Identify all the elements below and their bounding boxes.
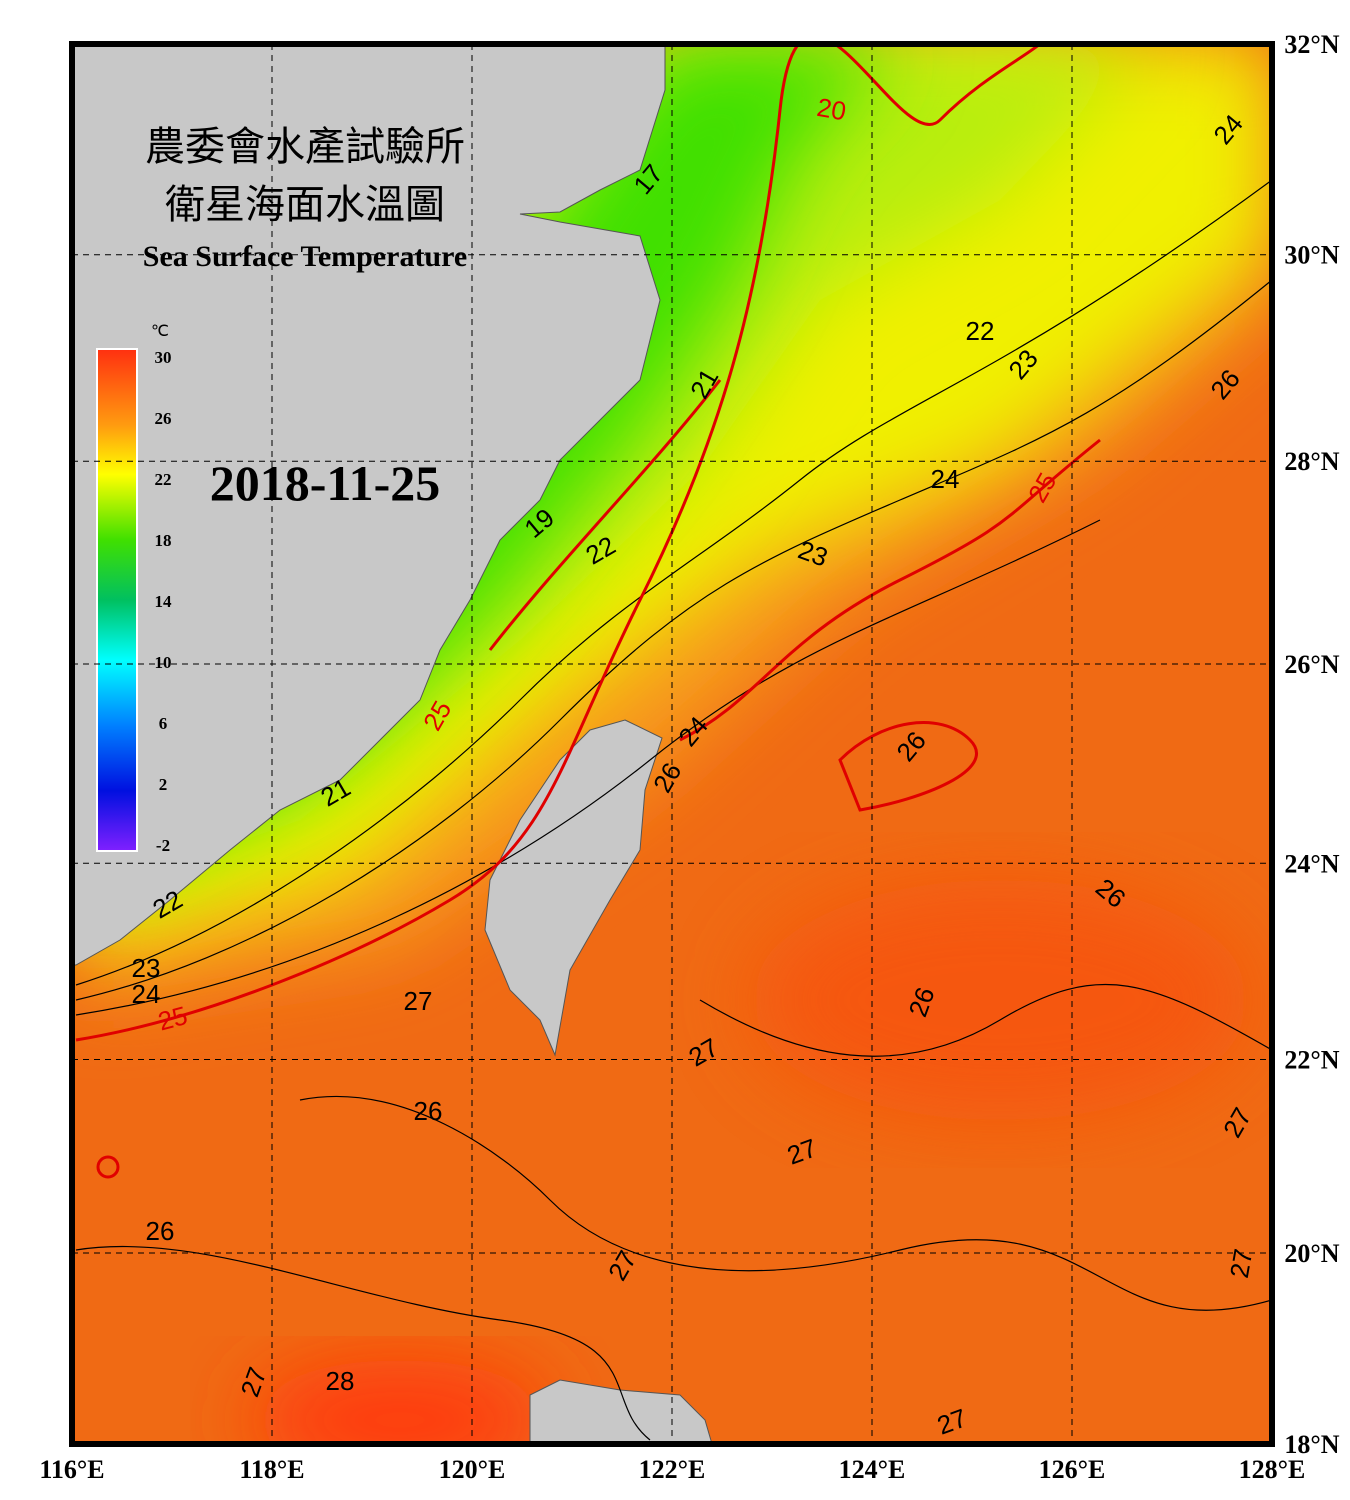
contour-label: 24: [132, 979, 161, 1009]
isotherms: [75, 179, 1272, 1441]
colorbar-tick-label: 14: [155, 592, 173, 611]
title-zh: 衛星海面水溫圖: [165, 182, 445, 227]
x-tick-label: 126°E: [1039, 1455, 1106, 1484]
y-tick-label: 22°N: [1284, 1045, 1339, 1074]
colorbar: [96, 348, 138, 852]
contour-label: 28: [326, 1366, 355, 1396]
land-taiwan: [484, 719, 663, 1057]
y-tick-label: 32°N: [1284, 30, 1339, 59]
y-tick-label: 18°N: [1284, 1430, 1339, 1459]
y-tick-label: 20°N: [1284, 1239, 1339, 1268]
contour-label: 22: [966, 316, 995, 346]
y-tick-label: 26°N: [1284, 650, 1339, 679]
colorbar-tick-label: -2: [156, 836, 170, 855]
colorbar-tick-label: 18: [155, 531, 172, 550]
contour-label: 24: [931, 464, 960, 494]
land-china: [72, 44, 666, 966]
contour-label: 20: [815, 92, 849, 127]
x-tick-label: 120°E: [439, 1455, 506, 1484]
contour-label: 23: [132, 953, 161, 983]
x-tick-label: 116°E: [39, 1455, 104, 1484]
y-tick-label: 24°N: [1284, 849, 1339, 878]
colorbar-tick-label: 2: [159, 775, 168, 794]
title-en: Sea Surface Temperature: [143, 240, 467, 273]
x-tick-label: 128°E: [1239, 1455, 1306, 1484]
colorbar-tick-label: 10: [155, 653, 172, 672]
isotherms-red: [75, 44, 1101, 1179]
date: 2018-11-25: [210, 455, 441, 511]
colorbar-tick-label: 22: [155, 470, 172, 489]
contour-label: 27: [1224, 1247, 1259, 1281]
contour-label: 26: [414, 1096, 443, 1126]
x-tick-label: 124°E: [839, 1455, 906, 1484]
x-tick-label: 122°E: [639, 1455, 706, 1484]
colorbar-tick-label: 6: [159, 714, 168, 733]
contour-label: 26: [146, 1216, 175, 1246]
y-tick-label: 30°N: [1284, 241, 1339, 270]
title-zh: 農委會水產試驗所: [145, 124, 465, 169]
colorbar-unit: ℃: [151, 323, 169, 340]
x-tick-label: 118°E: [239, 1455, 304, 1484]
land-luzon: [529, 1379, 713, 1444]
y-tick-label: 28°N: [1284, 447, 1339, 476]
colorbar-tick-label: 26: [155, 409, 172, 428]
contour-label: 27: [404, 986, 433, 1016]
colorbar-tick-label: 30: [155, 348, 172, 367]
